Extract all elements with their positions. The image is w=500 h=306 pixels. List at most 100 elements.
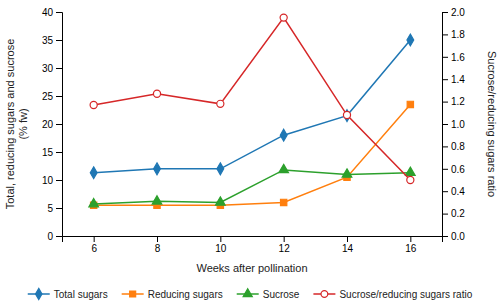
- tick: 1.4: [442, 74, 465, 85]
- data-point: [407, 176, 414, 183]
- tick-label: 16: [405, 243, 417, 254]
- tick: 0.2: [442, 208, 465, 219]
- tick-label: 0.6: [451, 164, 465, 175]
- data-point: [343, 111, 350, 118]
- tick-mark: [347, 236, 348, 242]
- chart: Total sugars Reducing sugars Sucrose Sucros…: [0, 0, 500, 306]
- tick: 0.0: [442, 231, 465, 242]
- data-point: [280, 14, 287, 21]
- tick: 30: [42, 63, 62, 74]
- tick: 10: [215, 236, 227, 254]
- tick-label: 0.0: [451, 231, 465, 242]
- tick-mark: [56, 180, 62, 181]
- legend-swatch-marker: [130, 291, 136, 297]
- tick-mark: [442, 191, 448, 192]
- data-point: [407, 34, 414, 46]
- tick-label: 25: [42, 91, 54, 102]
- tick-label: 10: [42, 175, 54, 186]
- tick-label: 40: [42, 7, 54, 18]
- tick-mark: [442, 236, 448, 237]
- tick-mark: [442, 124, 448, 125]
- series-line: [94, 18, 411, 180]
- tick-label: 5: [47, 203, 53, 214]
- tick-label: 14: [342, 243, 354, 254]
- legend-item: Total sugars: [28, 288, 108, 299]
- data-point: [90, 101, 97, 108]
- tick-mark: [56, 40, 62, 41]
- data-point: [342, 169, 352, 177]
- legend-item: Reducing sugars: [122, 289, 223, 300]
- legend-label: Sucrose/reducing sugars ratio: [339, 289, 472, 300]
- tick-mark: [442, 214, 448, 215]
- tick-label: 1.0: [451, 119, 465, 130]
- tick: 5: [47, 203, 62, 214]
- tick: 35: [42, 35, 62, 46]
- legend-swatch-marker: [243, 289, 252, 297]
- tick-mark: [56, 12, 62, 13]
- tick-mark: [442, 102, 448, 103]
- series: [89, 164, 415, 206]
- tick-label: 0.2: [451, 208, 465, 219]
- tick-label: 20: [42, 119, 54, 130]
- tick-label: 12: [279, 243, 291, 254]
- tick: 0.6: [442, 164, 465, 175]
- legend-item: Sucrose: [237, 289, 300, 300]
- legend-label: Reducing sugars: [148, 289, 223, 300]
- tick-mark: [442, 169, 448, 170]
- tick: 6: [91, 236, 97, 254]
- tick: 0: [47, 231, 62, 242]
- tick-label: 8: [155, 243, 161, 254]
- tick-mark: [56, 236, 62, 237]
- tick: 10: [42, 175, 62, 186]
- y-axis-title: Total, reducing sugars and sucrose(% fw): [4, 39, 29, 210]
- tick-label: 0.8: [451, 141, 465, 152]
- tick: 0.4: [442, 186, 465, 197]
- tick-mark: [157, 236, 158, 242]
- tick-label: 6: [91, 243, 97, 254]
- data-point: [407, 101, 413, 107]
- data-point: [153, 90, 160, 97]
- tick: 1.6: [442, 52, 465, 63]
- data-point: [152, 196, 162, 204]
- tick-mark: [56, 124, 62, 125]
- tick: 14: [342, 236, 354, 254]
- tick: 15: [42, 147, 62, 158]
- y2-axis-title: Sucrose/reducing sugars ratio: [486, 51, 498, 197]
- tick-label: 35: [42, 35, 54, 46]
- tick: 12: [279, 236, 291, 254]
- legend-label: Total sugars: [54, 289, 108, 300]
- data-point: [216, 197, 226, 205]
- tick-mark: [56, 208, 62, 209]
- axis-line: [56, 13, 63, 237]
- plot-area: [89, 14, 415, 208]
- tick-mark: [56, 96, 62, 97]
- x-axis: 6 8 10 12 14 16: [63, 236, 443, 254]
- tick: 40: [42, 7, 62, 18]
- data-point: [90, 167, 97, 179]
- y2-axis: 0.0 0.2 0.4 0.6 0.8 1.0 1.2 1.4 1.6 1.8 2.0: [442, 7, 465, 242]
- data-point: [89, 199, 99, 207]
- tick-label: 0: [47, 231, 53, 242]
- tick: 1.8: [442, 29, 465, 40]
- x-axis-title: Weeks after pollination: [196, 262, 307, 274]
- legend-item: Sucrose/reducing sugars ratio: [313, 289, 472, 300]
- tick-label: 1.2: [451, 96, 465, 107]
- legend: Total sugars Reducing sugars Sucrose Sucros…: [28, 288, 473, 299]
- tick: 8: [155, 236, 161, 254]
- tick-mark: [284, 236, 285, 242]
- data-point: [154, 163, 161, 175]
- y-axis: 0 5 10 15 20 25 30 35 40: [42, 7, 63, 242]
- data-point: [279, 164, 289, 172]
- axis-line: [63, 237, 443, 243]
- tick-mark: [220, 236, 221, 242]
- tick-mark: [56, 68, 62, 69]
- tick: 2.0: [442, 7, 465, 18]
- series-line: [94, 104, 411, 205]
- data-point: [280, 129, 287, 141]
- data-point: [217, 100, 224, 107]
- data-point: [281, 199, 287, 205]
- series: [91, 101, 414, 208]
- legend-swatch-marker: [36, 288, 42, 299]
- axis-line: [443, 13, 449, 237]
- tick-mark: [56, 152, 62, 153]
